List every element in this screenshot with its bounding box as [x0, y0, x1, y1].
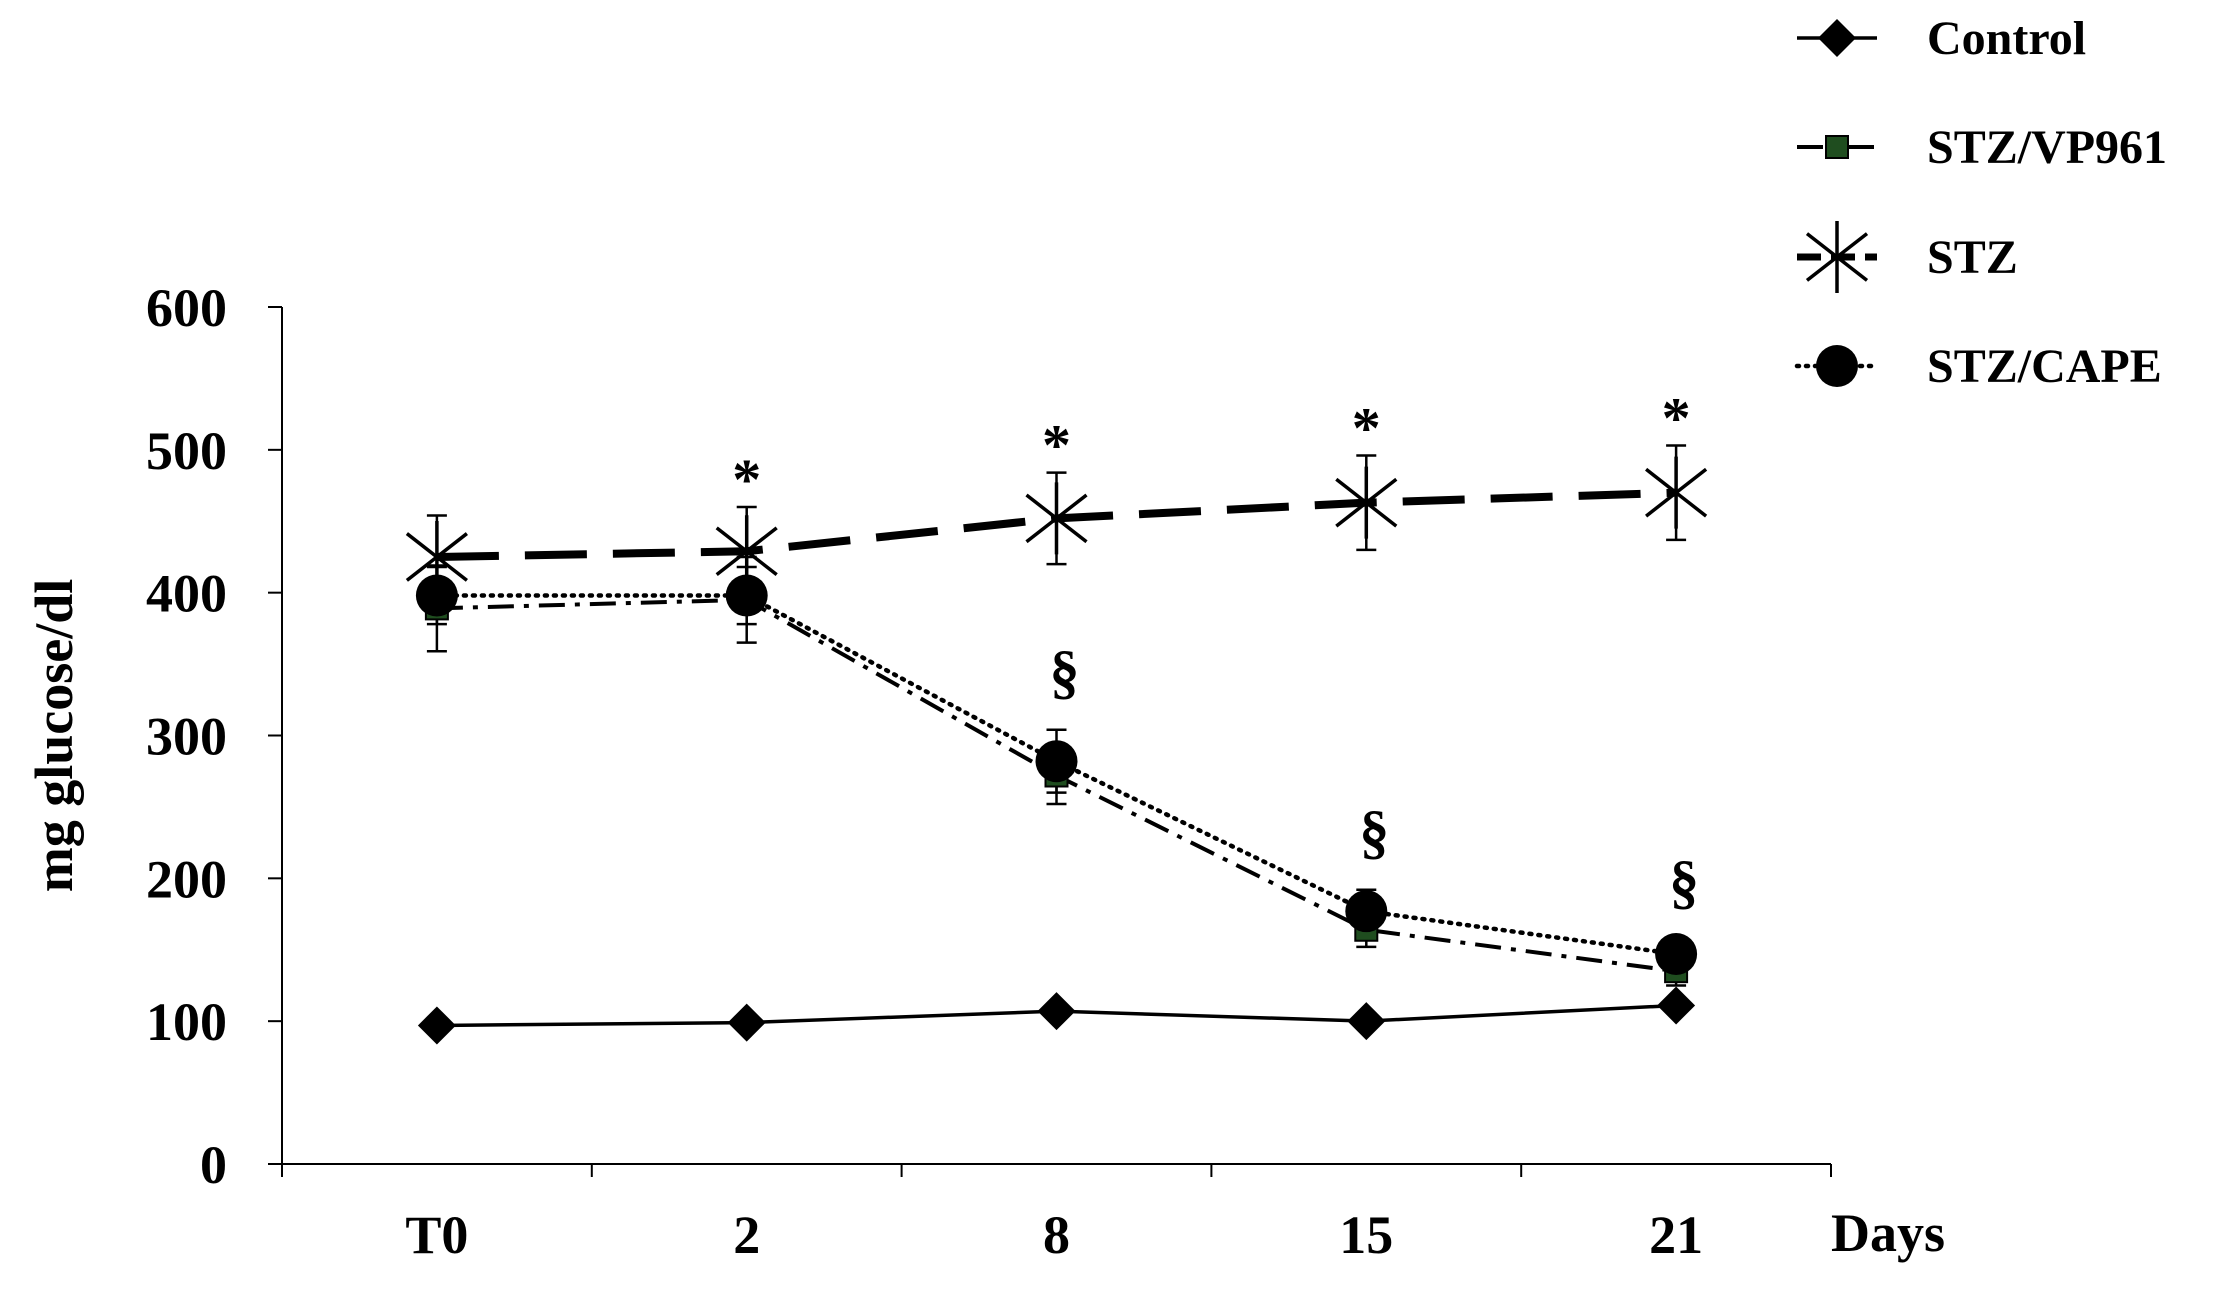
data-point — [405, 520, 468, 593]
annotation-layer: * * * * § § § — [732, 386, 1699, 915]
x-tick-label: 8 — [1043, 1205, 1070, 1265]
data-point — [1645, 456, 1708, 529]
legend-marker — [1816, 345, 1858, 387]
circle-marker — [1035, 740, 1078, 783]
x-tick-label: 21 — [1649, 1205, 1703, 1265]
data-point — [1347, 1002, 1386, 1041]
legend-label: STZ/VP961 — [1927, 121, 2167, 174]
significance-asterisk: * — [1042, 413, 1071, 478]
data-point — [1025, 482, 1088, 555]
circle-marker — [725, 574, 768, 617]
axes: 0 100 200 300 400 500 600 T0 2 8 15 21 Days mg glucos… — [24, 278, 1945, 1265]
x-axis-title: Days — [1831, 1203, 1945, 1263]
markers-stz-cape — [415, 574, 1698, 976]
legend-item-stz-vp961: STZ/VP961 — [1797, 121, 2167, 174]
significance-asterisk: * — [732, 447, 761, 512]
significance-section-mark: § — [1359, 799, 1389, 865]
x-tick-label: 2 — [733, 1205, 760, 1265]
circle-marker — [415, 574, 458, 617]
data-point — [415, 574, 458, 617]
diamond-marker — [1657, 986, 1696, 1025]
legend-item-stz-cape: STZ/CAPE — [1794, 340, 2162, 393]
y-tick-label: 600 — [146, 278, 227, 338]
y-tick-label: 0 — [200, 1135, 227, 1195]
legend-label: STZ/CAPE — [1927, 340, 2162, 393]
y-axis-title: mg glucose/dl — [24, 579, 84, 893]
data-point — [1655, 933, 1698, 976]
x-tick-label: 15 — [1339, 1205, 1393, 1265]
data-point — [1035, 740, 1078, 783]
circle-marker — [1345, 890, 1388, 933]
markers-control — [417, 986, 1696, 1045]
significance-asterisk: * — [1352, 396, 1381, 461]
diamond-marker — [1818, 19, 1856, 57]
data-point — [1335, 466, 1398, 539]
diamond-marker — [727, 1003, 766, 1042]
legend-item-stz: STZ — [1797, 221, 2018, 293]
diamond-marker — [1037, 992, 1076, 1031]
y-tick-label: 200 — [146, 849, 227, 909]
circle-marker — [1655, 933, 1698, 976]
data-point — [1037, 992, 1076, 1031]
significance-section-mark: § — [1669, 849, 1699, 915]
diamond-marker — [1347, 1002, 1386, 1041]
legend-marker — [1825, 135, 1849, 159]
legend-item-control: Control — [1797, 12, 2086, 65]
data-point — [1345, 890, 1388, 933]
series-layer — [405, 444, 1708, 1045]
data-point — [1657, 986, 1696, 1025]
y-tick-label: 400 — [146, 564, 227, 624]
circle-marker — [1816, 345, 1858, 387]
data-point — [725, 574, 768, 617]
y-tick-label: 300 — [146, 707, 227, 767]
diamond-marker — [417, 1006, 456, 1045]
y-tick-label: 500 — [146, 421, 227, 481]
significance-asterisk: * — [1662, 386, 1691, 451]
markers-stz — [405, 456, 1708, 593]
legend-label: Control — [1927, 12, 2086, 65]
data-point — [727, 1003, 766, 1042]
significance-section-mark: § — [1050, 639, 1080, 705]
legend-marker — [1818, 19, 1856, 57]
legend-marker — [1805, 221, 1869, 293]
y-tick-label: 100 — [146, 992, 227, 1052]
square-marker — [1825, 135, 1849, 159]
data-point — [715, 515, 778, 588]
legend: Control STZ/VP961 STZ STZ/CAPE — [1794, 12, 2167, 393]
data-point — [417, 1006, 456, 1045]
x-tick-label: T0 — [405, 1205, 468, 1265]
legend-label: STZ — [1927, 231, 2018, 284]
